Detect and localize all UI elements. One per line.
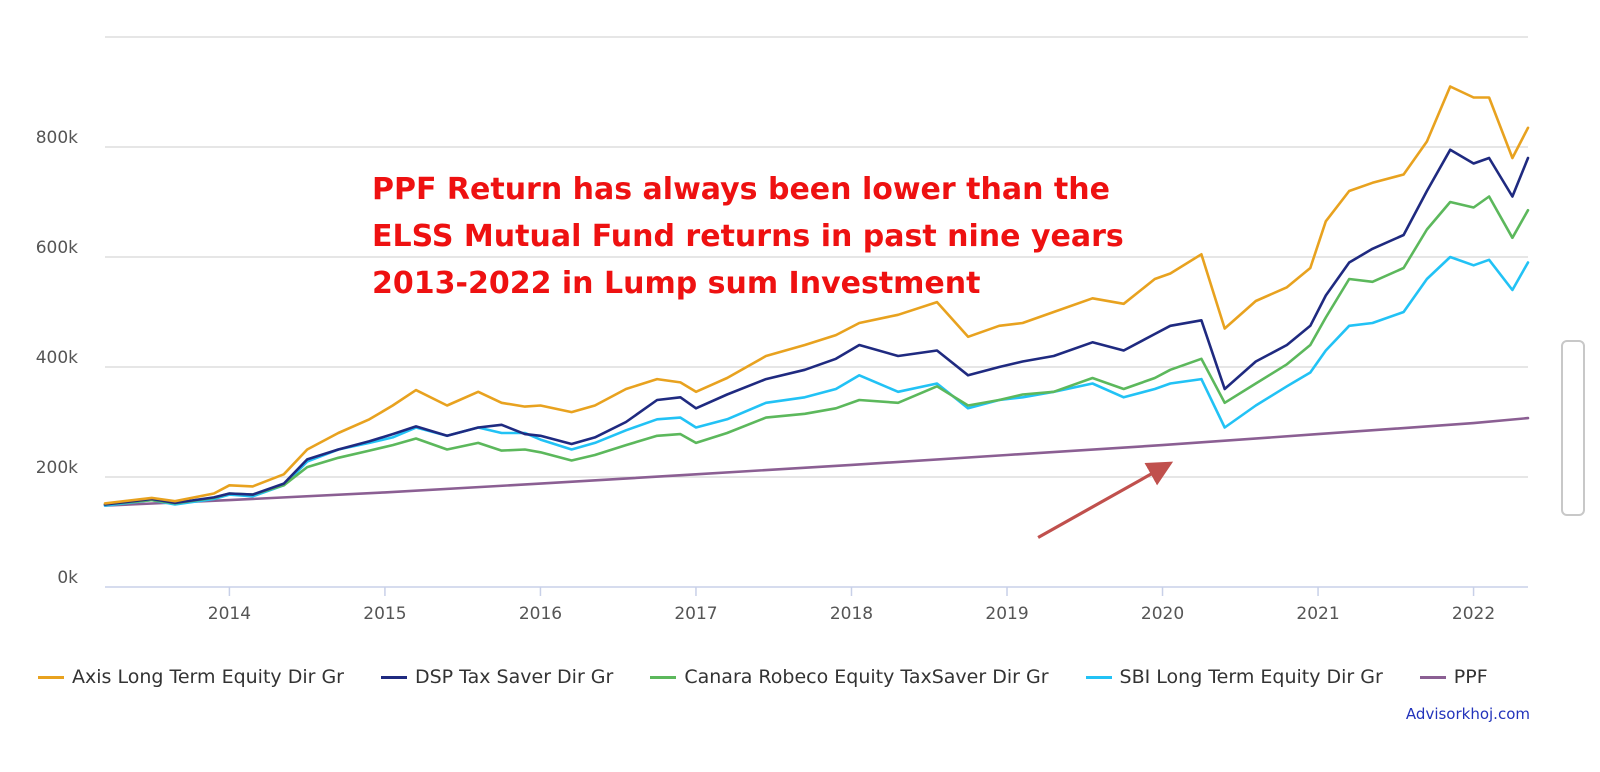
legend-label-axis: Axis Long Term Equity Dir Gr [72, 666, 344, 688]
x-tick-label: 2014 [208, 604, 251, 624]
axis-ticks: 0k 200k 400k 600k 800k 2014 2015 2016 2017 2018 20… [36, 128, 1495, 624]
y-tick-label: 200k [36, 458, 78, 478]
legend-swatch-ppf [1419, 675, 1446, 679]
y-tick-label: 400k [36, 348, 78, 368]
chart-legend: Axis Long Term Equity Dir Gr DSP Tax Sav… [38, 662, 1525, 692]
watermark: Advisorkhoj.com [1405, 705, 1530, 723]
legend-item-dsp[interactable]: DSP Tax Saver Dir Gr [380, 666, 614, 688]
annotation-line-3: 2013-2022 in Lump sum Investment [372, 266, 981, 301]
legend-label-dsp: DSP Tax Saver Dir Gr [414, 666, 614, 688]
annotation-line-2: ELSS Mutual Fund returns in past nine ye… [372, 219, 1124, 254]
legend-item-canara[interactable]: Canara Robeco Equity TaxSaver Dir Gr [650, 666, 1049, 688]
x-tick-label: 2019 [985, 604, 1028, 624]
annotation-arrow [1037, 461, 1174, 539]
legend-label-ppf: PPF [1453, 666, 1488, 688]
y-tick-label: 800k [36, 128, 78, 148]
legend-swatch-dsp [380, 675, 407, 679]
legend-swatch-canara [650, 675, 677, 679]
legend-swatch-sbi [1085, 675, 1112, 679]
annotation-line-1: PPF Return has always been lower than th… [372, 172, 1110, 207]
legend-label-canara: Canara Robeco Equity TaxSaver Dir Gr [684, 666, 1049, 688]
chart-annotation: PPF Return has always been lower than th… [372, 166, 1132, 307]
legend-label-sbi: SBI Long Term Equity Dir Gr [1119, 666, 1383, 688]
x-tick-label: 2016 [519, 604, 562, 624]
x-tick-label: 2018 [830, 604, 873, 624]
y-tick-label: 0k [57, 568, 78, 588]
legend-item-axis[interactable]: Axis Long Term Equity Dir Gr [38, 666, 344, 688]
x-tick-label: 2022 [1452, 604, 1495, 624]
series-line-dsp[interactable] [103, 148, 1530, 506]
legend-item-sbi[interactable]: SBI Long Term Equity Dir Gr [1085, 666, 1383, 688]
x-tick-label: 2015 [363, 604, 406, 624]
x-tick-label: 2020 [1141, 604, 1184, 624]
legend-item-ppf[interactable]: PPF [1419, 666, 1488, 688]
x-tick-label: 2017 [674, 604, 717, 624]
grid-lines [105, 36, 1528, 588]
annotation-arrow-line [1037, 461, 1174, 539]
series-line-axis[interactable] [103, 85, 1530, 505]
scroll-edge-handle[interactable] [1561, 340, 1585, 516]
series-line-canara[interactable] [103, 195, 1530, 506]
chart-series [103, 85, 1530, 507]
legend-swatch-axis [38, 675, 64, 679]
x-tick-label: 2021 [1296, 604, 1339, 624]
series-line-ppf[interactable] [103, 416, 1530, 507]
y-tick-label: 600k [36, 238, 78, 258]
